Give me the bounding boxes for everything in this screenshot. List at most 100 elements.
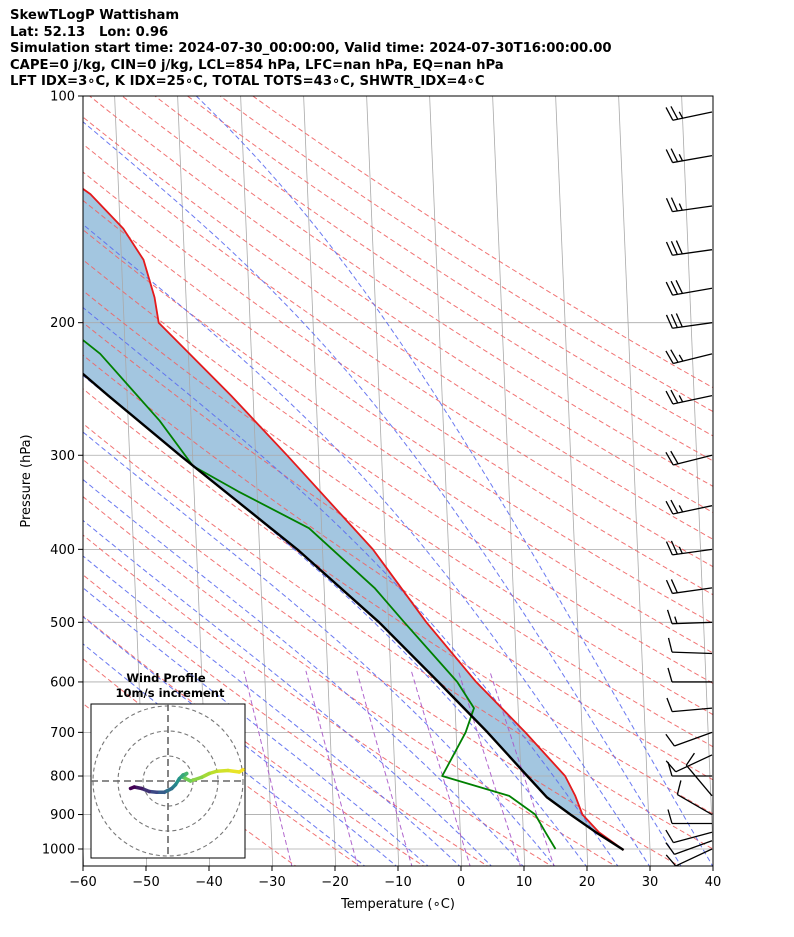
wind-barb-feather	[665, 281, 674, 296]
wind-barb-feather	[667, 667, 673, 683]
wind-barb-feather	[675, 280, 684, 294]
wind-barb	[666, 609, 713, 625]
hodograph-title: Wind Profile	[126, 671, 206, 685]
wind-barb-half-feather	[678, 395, 684, 403]
wind-barb-feather	[676, 780, 682, 795]
x-tick-label: −10	[384, 875, 411, 890]
moist-adiabat-line	[83, 374, 587, 866]
wind-barb-shaft	[672, 154, 713, 164]
isotherm-line	[0, 79, 21, 868]
wind-barb-feather	[670, 389, 679, 404]
wind-barb	[667, 637, 713, 655]
wind-barb-shaft	[672, 111, 713, 121]
wind-barb-half-feather	[678, 505, 684, 513]
dry-adiabat-line	[154, 96, 713, 462]
dry-adiabat-line	[219, 96, 713, 413]
hodograph-segment	[215, 768, 230, 773]
wind-barb	[665, 499, 713, 515]
moist-adiabat-line	[195, 96, 713, 866]
x-tick-label: −60	[69, 875, 96, 890]
hodograph-segment	[128, 785, 136, 791]
wind-barb	[665, 389, 713, 405]
wind-barb-feather	[665, 541, 673, 556]
wind-barb-feather	[667, 809, 673, 824]
isotherm-line	[366, 96, 400, 866]
dry-adiabat-line	[83, 321, 713, 748]
wind-barb-shaft	[672, 287, 713, 296]
wind-barb-half-feather	[678, 203, 683, 211]
wind-barb-shaft	[672, 205, 713, 213]
dry-adiabat-line	[83, 458, 681, 866]
wind-barb-feather	[685, 752, 695, 766]
dry-adiabat-line	[88, 96, 713, 514]
parcel-area-fill	[83, 188, 624, 850]
y-tick-label: 400	[50, 543, 75, 558]
location-line: Lat: 52.13 Lon: 0.96	[10, 24, 169, 40]
wind-barb-feather	[670, 499, 679, 514]
wind-barb	[666, 697, 713, 713]
wind-barb	[665, 840, 713, 856]
y-tick-label: 200	[50, 316, 75, 331]
wind-barb-half-feather	[678, 154, 684, 162]
mixing-ratio-line	[243, 670, 293, 866]
moist-adiabat-line	[83, 587, 429, 866]
hodograph-subtitle: 10m/s increment	[116, 686, 225, 700]
dry-adiabat-line	[83, 116, 713, 540]
stability-line: CAPE=0 j/kg, CIN=0 j/kg, LCL=854 hPa, LF…	[10, 57, 504, 73]
isotherm-line	[429, 96, 463, 866]
wind-barb-feather	[665, 107, 674, 121]
wind-barb-shaft	[672, 505, 713, 515]
wind-barb-shaft	[675, 754, 713, 773]
dry-adiabat-line	[83, 615, 425, 866]
wind-barb-feather	[665, 390, 674, 405]
wind-barb-feather	[665, 842, 675, 855]
moist-adiabat-line	[83, 519, 493, 866]
wind-barb-feather	[665, 241, 673, 256]
isotherm-line	[240, 96, 274, 866]
wind-barb-half-feather	[678, 546, 683, 554]
wind-barb-shaft	[672, 322, 713, 329]
y-tick-label: 800	[50, 770, 75, 785]
wind-barb	[676, 780, 713, 816]
wind-barb-feather	[670, 241, 678, 255]
wind-barb-feather	[667, 637, 673, 653]
moist-adiabat-line	[83, 616, 398, 866]
x-tick-label: 10	[516, 875, 533, 890]
wind-barb-shaft	[677, 793, 713, 816]
wind-barb-shaft	[673, 831, 713, 844]
x-tick-label: 0	[457, 875, 465, 890]
mixing-ratio-line	[489, 670, 555, 866]
hodograph-segment	[188, 775, 204, 783]
wind-barb-feather	[670, 450, 679, 465]
wind-barb-feather	[670, 313, 678, 328]
wind-barb	[667, 667, 712, 683]
isotherm-line	[83, 839, 85, 866]
x-tick-label: −20	[321, 875, 348, 890]
wind-barb-feather	[665, 829, 674, 843]
wind-barb-feather	[665, 452, 674, 466]
wind-barb-feather	[665, 579, 673, 594]
y-tick-label: 1000	[42, 843, 75, 858]
wind-barb-feather	[670, 106, 679, 120]
wind-barb-shaft	[673, 454, 713, 466]
isotherm-line	[555, 96, 589, 866]
chart-title: SkewTLogP Wattisham	[10, 8, 180, 23]
y-tick-label: 600	[50, 675, 75, 690]
wind-barb-feather	[665, 854, 677, 867]
wind-barb	[665, 240, 713, 256]
isotherm-line	[618, 96, 652, 866]
wind-barb-feather	[670, 280, 679, 295]
wind-barb	[665, 829, 713, 844]
wind-barb	[665, 106, 713, 121]
wind-barb-half-feather	[678, 354, 684, 362]
mixing-ratio-line	[305, 670, 359, 866]
y-tick-label: 700	[50, 726, 75, 741]
x-axis-label: Temperature (∘C)	[340, 897, 455, 912]
wind-barb	[667, 809, 712, 825]
wind-barb-shaft	[673, 353, 713, 365]
wind-barb-feather	[665, 760, 677, 773]
x-tick-label: 40	[705, 875, 722, 890]
x-tick-label: −40	[195, 875, 222, 890]
wind-barb-feather	[670, 540, 678, 555]
